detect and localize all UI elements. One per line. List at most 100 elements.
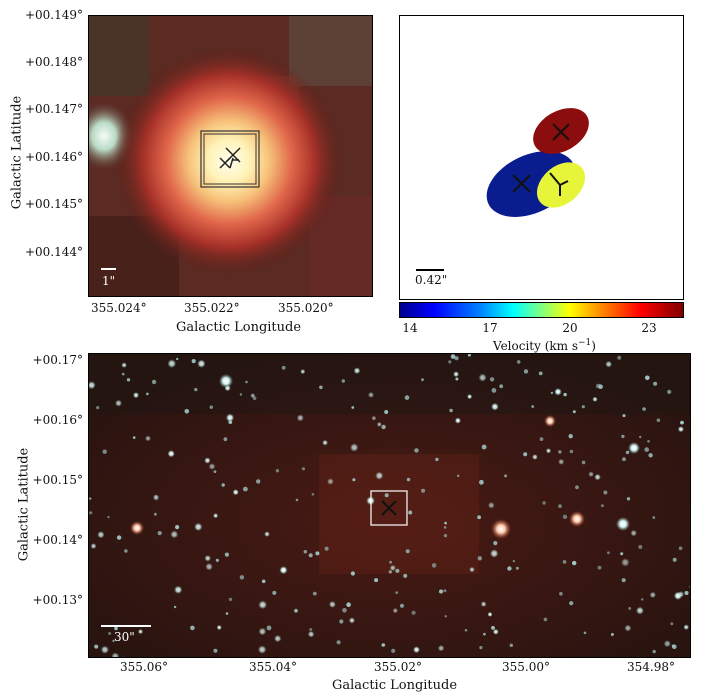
star [454, 356, 459, 361]
star [487, 501, 495, 509]
star [454, 417, 461, 424]
star [569, 449, 574, 454]
star [405, 549, 410, 554]
star [491, 402, 499, 411]
colorbar-label-text: Velocity (km s [493, 339, 579, 353]
star [121, 362, 127, 368]
colorbar-tick: 20 [562, 321, 578, 335]
star [272, 590, 277, 595]
star [194, 522, 203, 532]
star [349, 443, 359, 452]
star [504, 474, 508, 478]
star [319, 385, 323, 390]
star [630, 529, 637, 537]
y-tick: +00.13° [32, 593, 83, 607]
star [456, 474, 460, 478]
star [477, 556, 482, 561]
star [89, 381, 96, 390]
star [224, 552, 229, 557]
star [677, 591, 685, 598]
star [583, 631, 587, 635]
y-axis-label: Galactic Latitude [9, 95, 25, 210]
star [684, 591, 689, 595]
star [100, 645, 109, 654]
velocity-colorbar [399, 302, 684, 318]
star [653, 381, 658, 386]
y-tick: +00.14° [32, 533, 83, 547]
star [221, 483, 225, 487]
star [572, 560, 577, 566]
star [523, 369, 529, 374]
star [507, 566, 512, 571]
star [483, 632, 486, 636]
bright-star [544, 415, 556, 427]
star [622, 414, 626, 418]
star [89, 511, 93, 515]
star [342, 608, 347, 613]
x-tick: 354.98° [627, 660, 675, 674]
star [532, 454, 538, 460]
star [176, 357, 179, 361]
star [132, 392, 140, 399]
star [391, 648, 396, 653]
star [677, 426, 685, 433]
x-tick: 355.020° [278, 301, 334, 315]
star [431, 563, 437, 568]
source-box-outer [200, 130, 260, 188]
star [352, 478, 356, 482]
star [594, 473, 601, 481]
star [126, 378, 131, 382]
x-axis-label: Galactic Longitude [332, 678, 458, 693]
colorbar-label-sup: −1 [578, 338, 592, 348]
star [170, 530, 179, 539]
star [243, 486, 248, 492]
star [652, 649, 656, 654]
star [592, 396, 598, 402]
star [408, 510, 413, 515]
y-tick: +00.146° [24, 150, 83, 164]
star [197, 359, 206, 368]
star [509, 643, 513, 647]
star [479, 479, 484, 485]
star [261, 579, 266, 584]
star [680, 420, 684, 425]
maser-markers [219, 147, 241, 169]
star [562, 560, 567, 564]
star [603, 490, 608, 495]
wide-field-panel: 30" [88, 353, 691, 658]
star [581, 405, 585, 409]
y-tick: +00.149° [24, 8, 83, 22]
star [639, 435, 642, 439]
star [550, 391, 554, 395]
star [403, 573, 408, 578]
bright-star [616, 517, 630, 531]
star [239, 393, 243, 396]
star [209, 405, 213, 409]
star [487, 611, 493, 617]
star [376, 421, 382, 427]
star [184, 409, 190, 414]
star [346, 602, 351, 607]
star [558, 458, 565, 465]
star [491, 388, 497, 393]
star [652, 516, 656, 519]
scale-label: 0.42" [415, 273, 448, 287]
colorbar-label: Velocity (km s−1) [493, 338, 596, 353]
star [489, 549, 499, 558]
star [213, 470, 217, 473]
star [638, 545, 643, 549]
star [559, 592, 563, 596]
star [97, 531, 105, 539]
star [562, 514, 568, 519]
star [554, 388, 562, 396]
star [404, 395, 410, 400]
star [223, 437, 228, 442]
star [444, 615, 447, 618]
star [384, 410, 389, 414]
star [414, 448, 419, 453]
star [157, 531, 162, 536]
star [322, 439, 328, 446]
star [381, 424, 386, 430]
star [381, 643, 386, 647]
colorbar-tick: 23 [641, 321, 657, 335]
